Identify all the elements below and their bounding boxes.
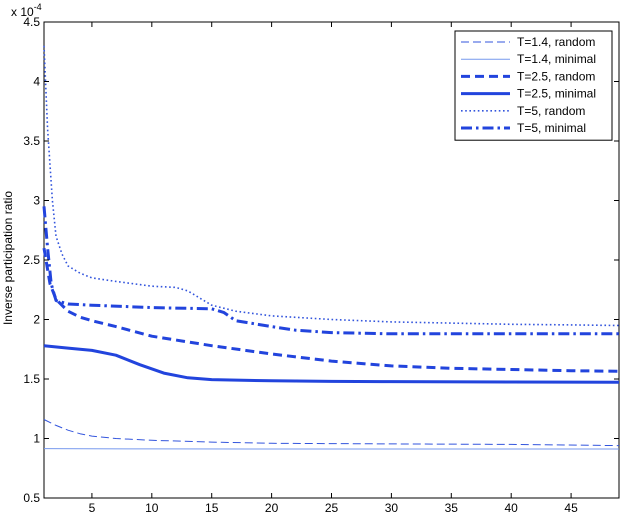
y-tick-label: 2 — [33, 313, 40, 327]
y-tick-label: 3 — [33, 194, 40, 208]
y-multiplier-label: x 10-4 — [11, 2, 42, 19]
y-tick-label: 4 — [33, 75, 40, 89]
y-tick-label: 4.5 — [23, 15, 40, 29]
x-tick-label: 30 — [385, 501, 399, 515]
y-tick-label: 3.5 — [23, 134, 40, 148]
legend-entry: T=1.4, random — [517, 35, 595, 49]
tick-layer: 5 10 15 20 25 30 35 40 45 0.5 1 1.5 2 2.5 3 3.5 4 4.5 — [23, 15, 619, 515]
x-tick-label: 35 — [445, 501, 459, 515]
legend-box — [454, 30, 613, 141]
y-tick-label: 1 — [33, 432, 40, 446]
x-tick-label: 20 — [265, 501, 279, 515]
legend: T=1.4, random T=1.4, minimal T=2.5, random… — [454, 30, 613, 141]
series-line-6 — [42, 206, 619, 336]
legend-entry: T=2.5, minimal — [517, 87, 596, 101]
x-tick-label: 45 — [564, 501, 578, 515]
x-tick-label: 15 — [205, 501, 219, 515]
y-tick-label: 0.5 — [23, 491, 40, 505]
series-layer — [42, 45, 620, 450]
x-tick-label: 40 — [505, 501, 519, 515]
legend-entry: T=5, minimal — [517, 121, 586, 135]
legend-entry: T=5, random — [517, 104, 585, 118]
series-line-4 — [43, 344, 620, 384]
x-tick-label: 25 — [325, 501, 339, 515]
legend-entry: T=2.5, random — [517, 69, 595, 83]
legend-entry: T=1.4, minimal — [517, 52, 596, 66]
y-axis-label: Inverse participation ratio — [1, 191, 15, 325]
y-tick-label: 1.5 — [23, 372, 40, 386]
y-tick-label: 2.5 — [23, 253, 40, 267]
x-tick-label: 10 — [145, 501, 159, 515]
x-tick-label: 5 — [89, 501, 96, 515]
series-line-3 — [42, 247, 620, 373]
series-line-1 — [43, 419, 620, 447]
